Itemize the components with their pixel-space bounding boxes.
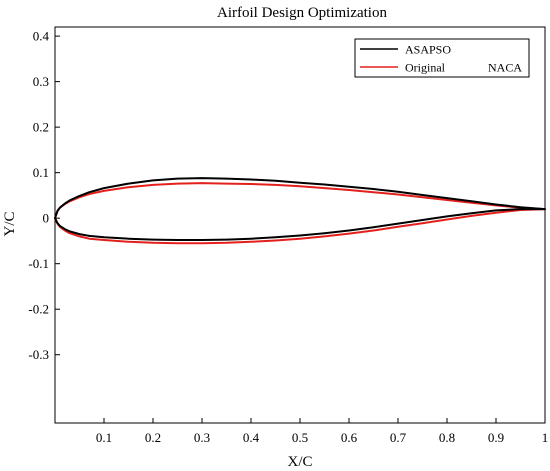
legend-label-asapso: ASAPSO: [405, 43, 451, 57]
x-tick-label: 0.2: [145, 430, 161, 445]
series-layer: [54, 177, 546, 245]
x-tick-label: 0.9: [488, 430, 504, 445]
y-tick-label: 0.3: [33, 74, 49, 89]
series-line-asapso: [54, 177, 546, 241]
y-tick-label: -0.2: [28, 302, 49, 317]
x-tick-label: 0.3: [194, 430, 210, 445]
x-tick-label: 0.1: [96, 430, 112, 445]
y-tick-label: -0.3: [28, 347, 49, 362]
y-tick-label: 0.4: [33, 29, 50, 44]
legend-label-naca-part: NACA: [488, 61, 522, 75]
x-axis-label: X/C: [287, 454, 312, 470]
chart-title: Airfoil Design Optimization: [217, 5, 387, 21]
y-axis-label: Y/C: [2, 211, 18, 236]
y-tick-label: 0.2: [33, 120, 49, 135]
legend-box: [354, 38, 530, 78]
legend-label-original-part: Original: [405, 61, 446, 75]
y-tick-label: 0.1: [33, 165, 49, 180]
y-tick-label: 0: [43, 211, 50, 226]
legend-label-original-naca: Original NACA: [405, 61, 522, 75]
y-tick-label: -0.1: [28, 256, 49, 271]
x-tick-label: 0.6: [341, 430, 358, 445]
x-tick-label: 0.7: [390, 430, 407, 445]
x-tick-label: 0.4: [243, 430, 260, 445]
legend: ASAPSO Original NACA: [354, 38, 530, 78]
x-tick-label: 1: [542, 430, 549, 445]
x-tick-label: 0.8: [439, 430, 455, 445]
x-axis-ticks: 0.1 0.2 0.3 0.4 0.5 0.6 0.7 0.8 0.9 1: [96, 418, 548, 445]
y-axis-ticks: 0.4 0.3 0.2 0.1 0 -0.1 -0.2 -0.3: [28, 29, 60, 362]
x-tick-label: 0.5: [292, 430, 308, 445]
